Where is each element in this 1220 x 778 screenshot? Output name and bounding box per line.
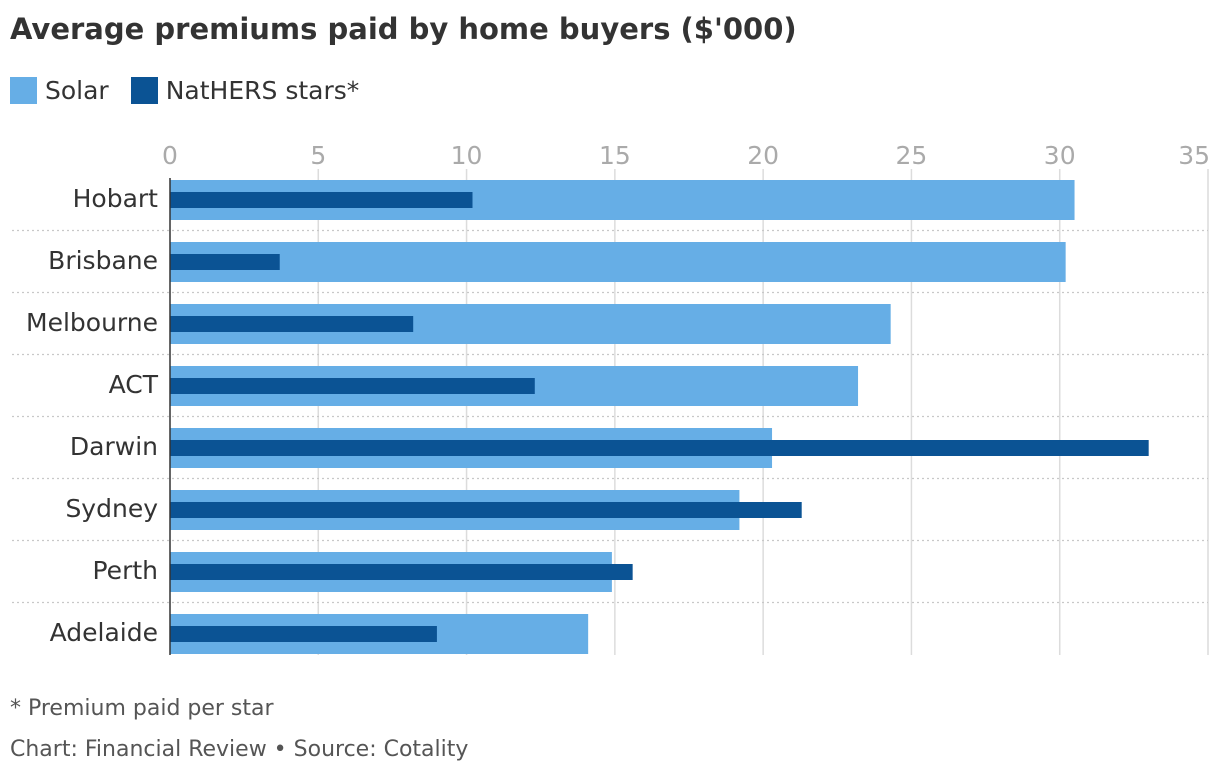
legend-swatch-nathers — [130, 77, 158, 104]
x-tick-label: 25 — [896, 141, 928, 170]
source-credit: Chart: Financial Review • Source: Cotali… — [10, 737, 469, 762]
bar-nathers — [170, 626, 437, 642]
legend-label-nathers: NatHERS stars* — [165, 76, 360, 105]
x-tick-label: 0 — [162, 141, 178, 170]
bar-nathers — [170, 378, 535, 394]
category-label: Sydney — [65, 494, 158, 523]
category-label: Perth — [93, 556, 159, 585]
x-tick-label: 30 — [1044, 141, 1076, 170]
category-label: ACT — [109, 370, 159, 399]
category-label: Brisbane — [48, 246, 158, 275]
x-tick-label: 15 — [599, 141, 631, 170]
footnote: * Premium paid per star — [10, 696, 274, 721]
category-label: Hobart — [73, 184, 159, 213]
legend-item-nathers: NatHERS stars* — [130, 76, 360, 105]
bar-nathers — [170, 440, 1149, 456]
legend: Solar NatHERS stars* — [10, 76, 381, 105]
category-label: Darwin — [70, 432, 158, 461]
bar-nathers — [170, 254, 280, 270]
legend-label-solar: Solar — [45, 76, 109, 105]
chart-title: Average premiums paid by home buyers ($'… — [10, 12, 797, 46]
category-label: Adelaide — [50, 618, 158, 647]
bar-nathers — [170, 192, 473, 208]
x-tick-label: 20 — [747, 141, 779, 170]
bar-solar — [170, 242, 1066, 282]
bar-nathers — [170, 502, 802, 518]
legend-swatch-solar — [10, 77, 37, 104]
legend-item-solar: Solar — [10, 76, 109, 105]
bar-chart: 0 5 10 15 20 25 30 35 Hobart Brisbane Melbourne ACT… — [12, 141, 1210, 655]
category-label: Melbourne — [26, 308, 158, 337]
x-tick-label: 5 — [310, 141, 326, 170]
bar-nathers — [170, 564, 633, 580]
x-tick-label: 10 — [451, 141, 483, 170]
bar-nathers — [170, 316, 414, 332]
x-tick-label: 35 — [1178, 141, 1210, 170]
